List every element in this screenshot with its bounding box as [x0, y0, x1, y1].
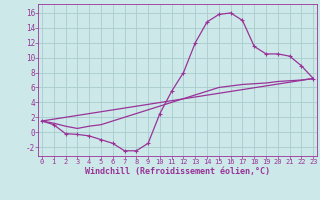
- X-axis label: Windchill (Refroidissement éolien,°C): Windchill (Refroidissement éolien,°C): [85, 167, 270, 176]
